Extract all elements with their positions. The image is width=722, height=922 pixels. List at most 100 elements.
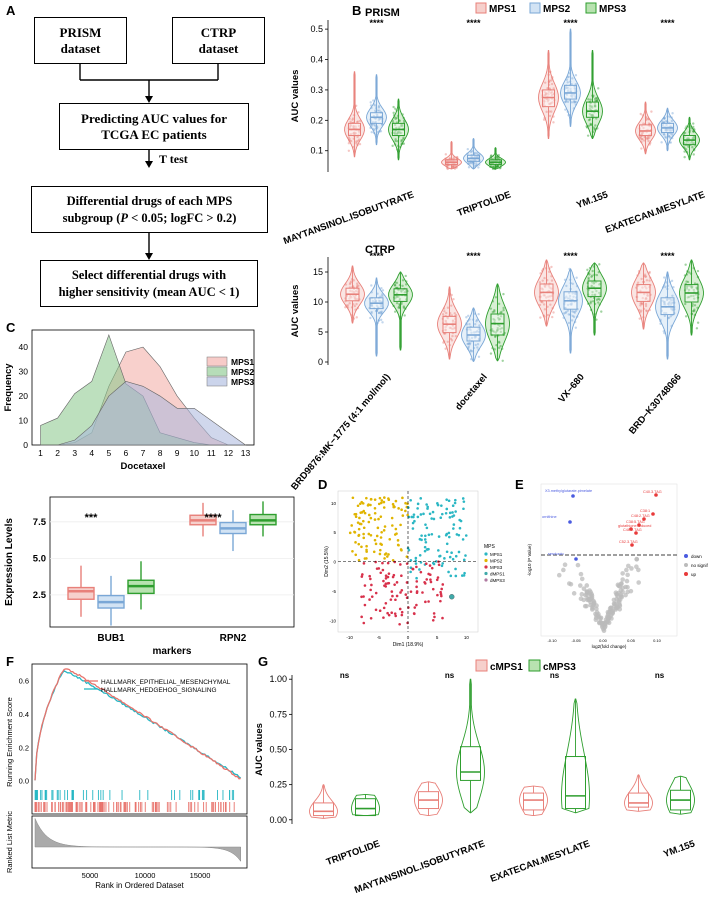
scatter-point xyxy=(451,557,455,561)
y-tick-label: 0.3 xyxy=(310,85,323,95)
data-point xyxy=(548,87,552,90)
data-point xyxy=(466,319,470,323)
data-point xyxy=(541,301,544,304)
box-cMPS3 xyxy=(460,746,481,781)
scatter-point xyxy=(400,508,403,512)
y-axis-label: AUC values xyxy=(290,285,301,338)
data-point xyxy=(477,313,480,316)
y-axis-label: AUC values xyxy=(290,70,301,123)
data-point xyxy=(393,281,397,284)
data-point xyxy=(594,127,597,131)
data-point xyxy=(394,138,397,141)
scatter-point xyxy=(419,570,423,574)
data-point xyxy=(595,318,598,321)
volcano-point xyxy=(634,557,640,562)
legend-label: dMPS3 xyxy=(490,578,505,583)
significance-label: ns xyxy=(445,671,455,680)
data-point xyxy=(349,124,353,127)
data-point xyxy=(473,312,477,315)
volcano-point xyxy=(589,593,595,599)
data-point xyxy=(550,79,553,82)
scatter-point xyxy=(423,549,427,553)
scatter-point xyxy=(405,581,409,584)
data-point xyxy=(543,315,546,318)
y-tick-label: 5 xyxy=(318,327,323,337)
data-point xyxy=(597,301,600,304)
data-point xyxy=(692,288,695,292)
data-point xyxy=(391,144,394,148)
significance-label: **** xyxy=(563,18,578,28)
scatter-point xyxy=(425,578,429,581)
data-point xyxy=(543,294,546,297)
data-point xyxy=(377,311,381,315)
y-tick-label: 0 xyxy=(23,440,28,450)
category-label: YM.155 xyxy=(662,838,697,860)
x-tick-label: 0 xyxy=(407,635,410,640)
data-point xyxy=(476,343,480,346)
data-point xyxy=(355,121,359,124)
data-point xyxy=(370,303,374,307)
scatter-point xyxy=(399,523,402,527)
data-point xyxy=(400,142,403,146)
data-point xyxy=(573,93,576,96)
data-point xyxy=(642,122,645,125)
data-point xyxy=(356,135,359,139)
data-point xyxy=(638,135,641,139)
legend-b: MPS1 MPS2 MPS3 xyxy=(475,2,627,15)
scatter-point xyxy=(369,503,372,507)
legend-swatch-MPS2 xyxy=(529,2,541,14)
scatter-point xyxy=(400,613,404,617)
data-point xyxy=(356,143,359,147)
data-point xyxy=(399,124,403,128)
scatter-point xyxy=(390,611,394,614)
scatter-point xyxy=(384,582,388,585)
y-tick-label: 0.2 xyxy=(310,115,323,125)
data-point xyxy=(466,152,469,155)
data-point xyxy=(595,99,598,102)
data-point xyxy=(590,275,593,278)
data-point xyxy=(570,319,574,322)
box-cMPS3 xyxy=(355,798,376,817)
scatter-point xyxy=(400,549,403,552)
scatter-point xyxy=(378,609,382,613)
y-tick-label: 20 xyxy=(19,391,29,401)
data-point xyxy=(569,303,572,306)
data-point xyxy=(498,324,501,328)
data-point xyxy=(665,298,669,302)
scatter-point xyxy=(451,511,454,514)
scatter-point xyxy=(463,571,466,575)
data-point xyxy=(598,291,601,295)
panel-letter-d: D xyxy=(318,477,328,492)
scatter-point xyxy=(393,560,397,564)
flowchart-connectors xyxy=(79,63,219,260)
scatter-point xyxy=(421,591,424,594)
data-point xyxy=(589,300,593,303)
scatter-point xyxy=(454,498,457,502)
data-point xyxy=(498,317,502,321)
scatter-point xyxy=(428,512,432,516)
scatter-point xyxy=(424,534,427,538)
scatter-point xyxy=(379,571,383,575)
scatter-point xyxy=(409,498,412,502)
ttest-label: T test xyxy=(159,152,188,166)
category-label: BUB1 xyxy=(97,633,125,644)
scatter-point xyxy=(369,577,372,581)
y-tick-label: -5 xyxy=(332,589,336,594)
significance-label: **** xyxy=(466,251,481,261)
data-point xyxy=(380,304,383,308)
data-point xyxy=(549,70,552,74)
data-point xyxy=(593,104,597,108)
data-point xyxy=(640,277,643,281)
scatter-point xyxy=(387,613,391,617)
scatter-point xyxy=(383,557,386,560)
scatter-point xyxy=(412,612,416,615)
data-point xyxy=(573,311,577,314)
data-point xyxy=(671,134,674,138)
data-point xyxy=(551,75,554,79)
data-point xyxy=(399,145,402,149)
data-point xyxy=(590,284,593,288)
box-MPS1 xyxy=(67,586,95,600)
data-point xyxy=(468,338,471,341)
data-point xyxy=(683,147,686,150)
data-point xyxy=(573,87,576,90)
